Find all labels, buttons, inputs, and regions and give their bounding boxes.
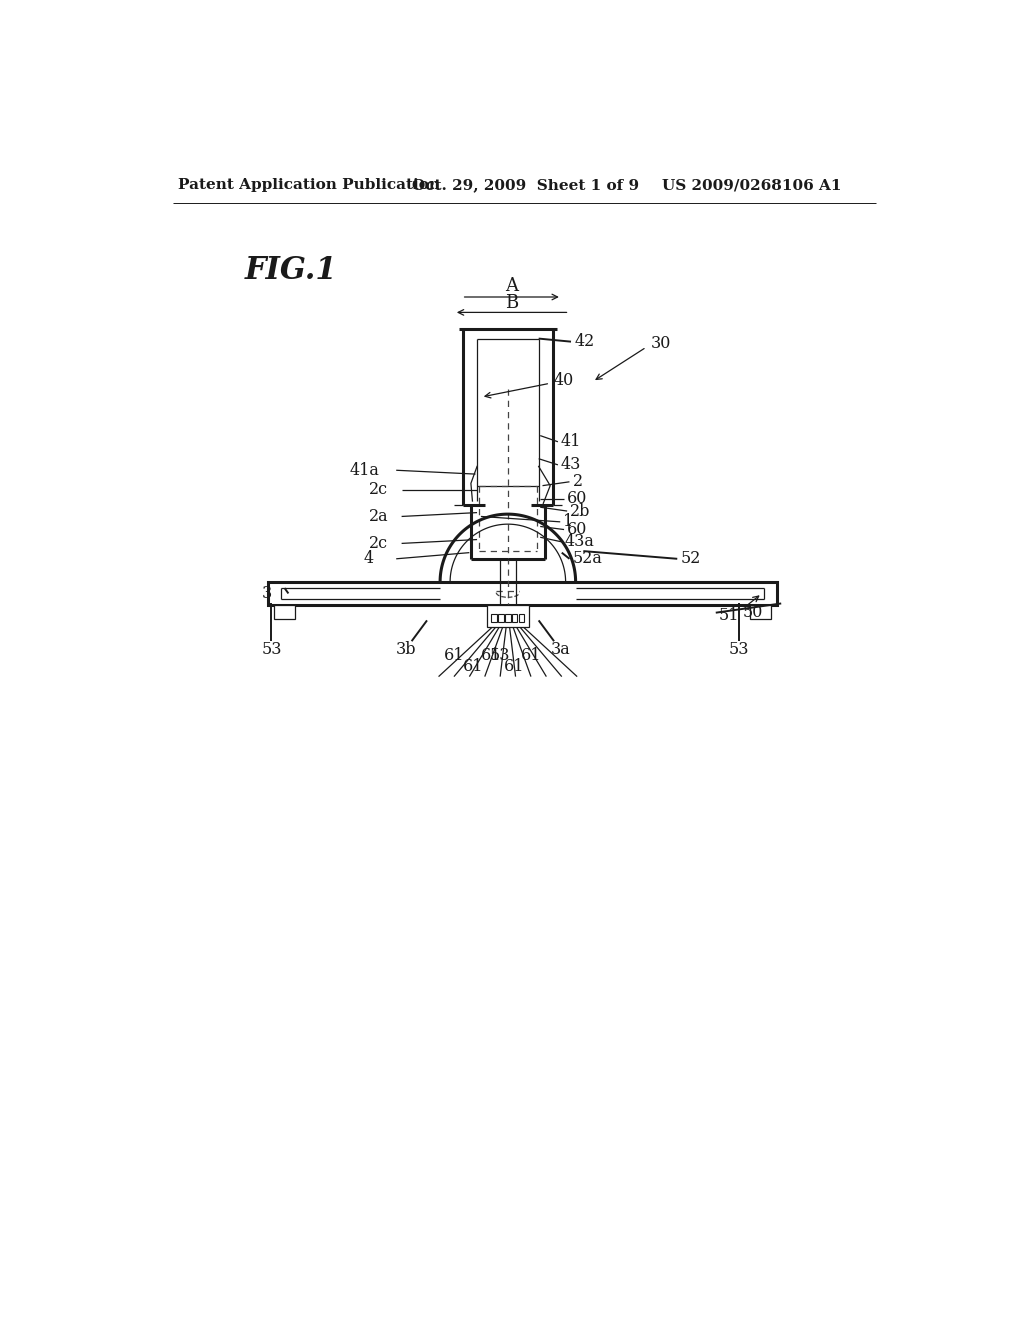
Bar xyxy=(750,605,771,619)
Text: Oct. 29, 2009  Sheet 1 of 9: Oct. 29, 2009 Sheet 1 of 9 xyxy=(412,178,639,193)
Text: 2: 2 xyxy=(572,474,583,490)
Text: 61: 61 xyxy=(463,659,483,675)
Text: 51: 51 xyxy=(719,606,739,623)
Text: 3: 3 xyxy=(261,585,271,602)
Text: US 2009/0268106 A1: US 2009/0268106 A1 xyxy=(662,178,842,193)
Text: 53: 53 xyxy=(261,642,282,659)
Bar xyxy=(486,605,529,627)
Text: 60: 60 xyxy=(566,521,587,539)
Text: 50: 50 xyxy=(742,605,763,622)
Text: 60: 60 xyxy=(566,490,587,507)
Bar xyxy=(492,614,497,622)
Bar xyxy=(512,614,517,622)
Text: 40: 40 xyxy=(553,372,573,388)
Text: 1: 1 xyxy=(562,513,572,531)
Bar xyxy=(267,582,777,605)
Text: 3b: 3b xyxy=(396,642,417,659)
Text: 61: 61 xyxy=(521,647,542,664)
Text: 2c: 2c xyxy=(370,480,388,498)
Text: FIG.1: FIG.1 xyxy=(245,255,337,285)
Text: 52a: 52a xyxy=(572,550,602,568)
Text: 3a: 3a xyxy=(550,642,570,659)
Text: A: A xyxy=(505,277,518,296)
Text: 53: 53 xyxy=(489,647,510,664)
Text: 41a: 41a xyxy=(350,462,380,479)
Bar xyxy=(519,614,524,622)
Text: 52: 52 xyxy=(680,550,700,568)
Text: 4: 4 xyxy=(364,550,373,568)
Text: B: B xyxy=(505,294,518,312)
Text: Patent Application Publication: Patent Application Publication xyxy=(178,178,440,193)
Text: 43: 43 xyxy=(560,457,581,474)
Bar xyxy=(505,614,511,622)
Text: 61: 61 xyxy=(504,659,524,675)
Text: 43a: 43a xyxy=(564,533,594,550)
Text: 53: 53 xyxy=(729,642,750,659)
Text: 41: 41 xyxy=(560,433,581,450)
Bar xyxy=(499,614,504,622)
Bar xyxy=(273,605,295,619)
Text: 30: 30 xyxy=(651,335,672,351)
Text: 42: 42 xyxy=(574,333,594,350)
Text: 61: 61 xyxy=(443,647,464,664)
Text: 2c: 2c xyxy=(370,535,388,552)
Text: 2a: 2a xyxy=(370,508,389,525)
Text: 61: 61 xyxy=(480,647,501,664)
Text: 2b: 2b xyxy=(569,503,590,520)
